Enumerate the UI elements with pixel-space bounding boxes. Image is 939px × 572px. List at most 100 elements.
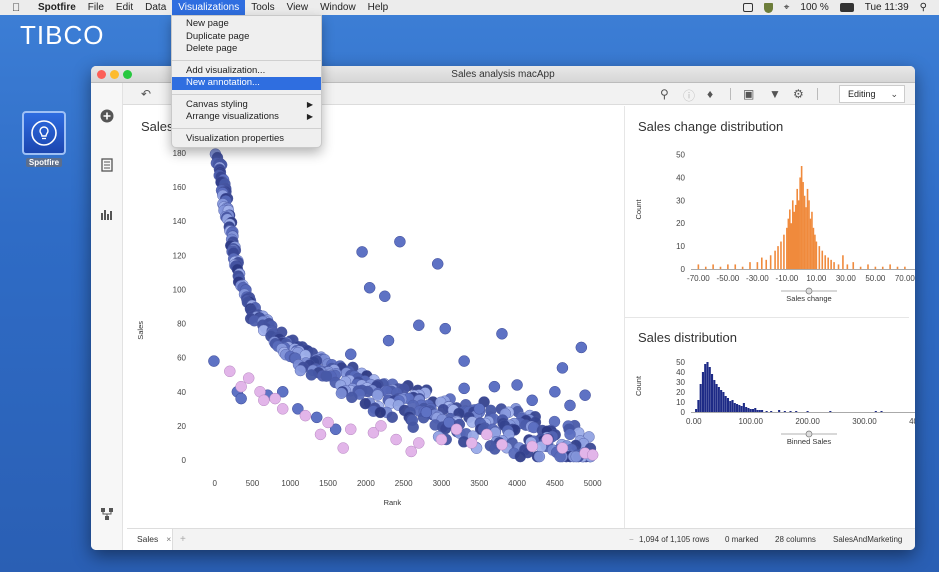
bell-icon[interactable]: ♦ [707, 87, 714, 101]
y-tick-label: 20 [676, 388, 685, 397]
histogram-bar [830, 259, 832, 269]
histogram-bar [749, 409, 752, 412]
menu-tools[interactable]: Tools [251, 2, 275, 13]
data-table-icon[interactable] [100, 158, 114, 175]
search-icon[interactable]: ⚲ [919, 2, 927, 13]
bar-chart-icon[interactable] [100, 207, 114, 224]
histogram-bar [756, 410, 759, 412]
scatter-point [359, 397, 372, 410]
scatter-title: Sales [141, 119, 174, 134]
histogram-bar [724, 396, 727, 412]
x-tick-label: 5000 [584, 479, 602, 488]
filter-icon[interactable]: ▼ [769, 87, 781, 101]
data-table-name[interactable]: SalesAndMarketing [833, 535, 903, 544]
sales-change-histogram[interactable]: 0 10 20 30 40 50 -70.00 -50.00 -30.00 -10.00 10.00… [625, 106, 915, 306]
menu-file[interactable]: File [87, 2, 104, 13]
x-tick-label: 30.00 [836, 274, 857, 283]
search-tool-icon[interactable]: ⚲ [660, 87, 669, 101]
menu-window[interactable]: Window [320, 2, 356, 13]
histogram-bar [789, 411, 792, 412]
add-icon[interactable] [100, 109, 114, 126]
histogram-bar [846, 264, 849, 269]
scatter-point [374, 406, 386, 419]
scatter-point [564, 428, 576, 441]
display-icon[interactable] [742, 3, 753, 12]
mode-select[interactable]: Editing ⌄ [839, 85, 905, 103]
x-tick-label: -70.00 [687, 274, 710, 283]
histogram-bar [811, 211, 813, 269]
menu-item-add-visualization[interactable]: Add visualization... [186, 64, 266, 76]
undo-icon[interactable]: ↶ [141, 87, 152, 101]
menu-item-duplicate-page[interactable]: Duplicate page [186, 30, 250, 42]
histogram-bar [796, 188, 798, 269]
x-tick-label: 2500 [395, 479, 413, 488]
menu-item-delete-page[interactable]: Delete page [186, 43, 238, 54]
mode-select-value: Editing [848, 89, 876, 99]
visualization-canvas: Sales 0 20 40 60 80 100 120 140 160 180 0 500 1000 15… [127, 106, 915, 528]
clock[interactable]: Tue 11:39 [864, 2, 909, 13]
histogram-bar [783, 234, 785, 269]
histogram-bar [722, 392, 725, 412]
histogram-bar [719, 266, 722, 269]
menu-app-name[interactable]: Spotfire [38, 2, 76, 13]
menu-data[interactable]: Data [145, 2, 167, 13]
scatter-point [564, 399, 576, 412]
histogram-bar [706, 362, 709, 412]
apple-icon[interactable]:  [12, 2, 28, 14]
menu-item-visualization-properties[interactable]: Visualization properties [186, 132, 285, 144]
shield-icon[interactable] [763, 2, 773, 13]
x-tick-label: -30.00 [746, 274, 769, 283]
histogram-bar [833, 262, 835, 269]
rows-count: 1,094 of 1,105 rows [639, 535, 710, 544]
sales-distribution-title: Sales distribution [638, 330, 737, 345]
battery-text[interactable]: 100 % [800, 2, 829, 13]
close-tab-icon[interactable]: × [166, 534, 172, 544]
menu-item-arrange-visualizations[interactable]: Arrange visualizations ▶ [172, 111, 321, 124]
menu-item-new-annotation[interactable]: New annotation... [172, 77, 321, 90]
zoom-window-icon[interactable] [123, 70, 132, 79]
wifi-icon[interactable]: ⌖ [783, 2, 790, 13]
menu-edit[interactable]: Edit [115, 2, 134, 13]
close-window-icon[interactable] [97, 70, 106, 79]
info-icon[interactable]: ⓘ [683, 89, 696, 103]
histogram-bar [881, 266, 884, 269]
menu-view[interactable]: View [286, 2, 309, 13]
histogram-bar [745, 407, 748, 412]
x-tick-label: 4000 [508, 479, 526, 488]
sales-scatter-plot[interactable]: 0 20 40 60 80 100 120 140 160 180 0 500 1000 1500 2000… [127, 106, 622, 518]
filter-toggle-icon[interactable]: − [629, 535, 634, 544]
x-tick-label: 50.00 [865, 274, 886, 283]
y-tick-label: 10 [676, 242, 685, 251]
histogram-bar [874, 411, 877, 412]
battery-icon[interactable] [839, 3, 854, 12]
spotfire-desktop-icon[interactable]: Spotfire [22, 111, 66, 168]
menu-visualizations[interactable]: Visualizations [172, 0, 246, 15]
bookmark-icon[interactable]: ▣ [743, 87, 755, 101]
menu-item-canvas-styling[interactable]: Canvas styling ▶ [172, 99, 321, 112]
histogram-bar [695, 409, 698, 412]
x-tick-label: 0.00 [686, 417, 702, 426]
scatter-point [224, 365, 236, 378]
scatter-point [488, 380, 501, 393]
minimize-window-icon[interactable] [110, 70, 119, 79]
scatter-point [235, 392, 247, 405]
menu-item-new-page[interactable]: New page [186, 18, 229, 29]
menu-help[interactable]: Help [367, 2, 389, 13]
histogram-bar [799, 177, 801, 269]
scatter-point [379, 290, 391, 303]
add-page-icon[interactable]: + [180, 534, 186, 545]
histogram-bar [805, 207, 807, 269]
scatter-point [382, 334, 395, 347]
histogram-bar [731, 400, 734, 412]
histogram-bar [802, 182, 804, 269]
scatter-point [371, 389, 384, 401]
histogram-bar [818, 246, 821, 269]
scatter-point [533, 450, 546, 463]
settings-gear-icon[interactable]: ⚙ [793, 87, 804, 101]
scatter-point [235, 380, 247, 393]
scatter-point [346, 391, 358, 404]
chevron-down-icon: ⌄ [890, 89, 898, 99]
hierarchy-icon[interactable] [100, 507, 114, 524]
tab-sales[interactable]: Sales × [127, 529, 173, 550]
